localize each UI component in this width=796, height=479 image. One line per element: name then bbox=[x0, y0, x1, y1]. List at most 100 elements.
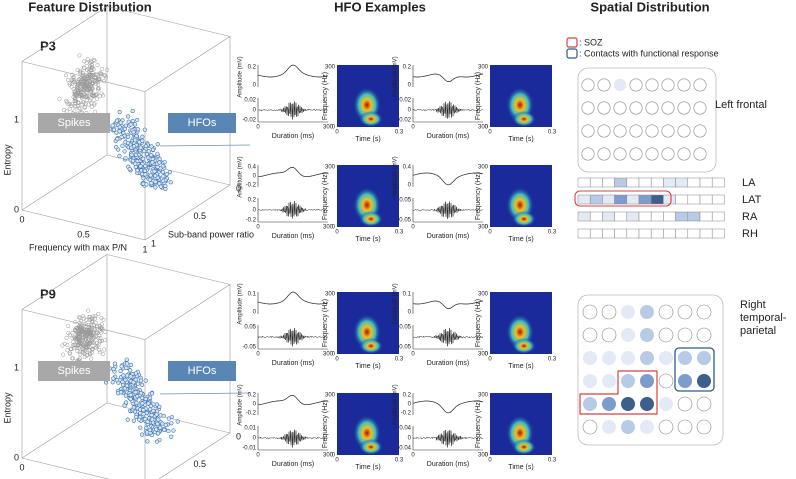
hfo-point bbox=[146, 401, 151, 406]
freq-tick-label: 0 bbox=[332, 453, 336, 459]
axis-box bbox=[21, 6, 108, 62]
legend-label: : Contacts with functional response bbox=[579, 48, 719, 58]
strip-contact bbox=[614, 177, 628, 188]
hfos-box bbox=[168, 113, 236, 133]
contact bbox=[597, 124, 611, 138]
spectro-blob bbox=[359, 111, 383, 127]
contact bbox=[582, 419, 598, 435]
hfo-point bbox=[161, 413, 166, 418]
duration-tick-label: 0 bbox=[256, 225, 260, 231]
contact bbox=[696, 304, 712, 320]
contact bbox=[629, 124, 643, 138]
spike-point bbox=[69, 346, 74, 352]
hfo-point bbox=[125, 140, 131, 146]
contact bbox=[601, 304, 617, 320]
strip-contact bbox=[638, 211, 652, 222]
spike-point bbox=[99, 326, 105, 331]
spike-point bbox=[89, 72, 94, 77]
spike-point bbox=[67, 80, 72, 85]
spectro-blob bbox=[359, 211, 383, 227]
connector bbox=[159, 144, 251, 147]
contact bbox=[581, 147, 595, 161]
spike-point bbox=[70, 356, 75, 361]
spectro-blob bbox=[512, 211, 536, 227]
hfo-point bbox=[128, 392, 133, 397]
contact bbox=[582, 327, 598, 343]
spike-point bbox=[105, 67, 110, 72]
hfo-point bbox=[166, 416, 171, 421]
amp-tick-label: 0 bbox=[253, 83, 257, 89]
filt-tick-label: 0.02 bbox=[399, 98, 411, 104]
duration-tick-label: 0 bbox=[256, 352, 260, 358]
spike-point bbox=[95, 82, 101, 87]
axis-box bbox=[21, 209, 146, 241]
raw-trace bbox=[412, 400, 484, 414]
spike-point bbox=[81, 87, 86, 92]
hfo-point bbox=[124, 357, 129, 362]
spike-point bbox=[98, 326, 103, 331]
patient-label: P3 bbox=[40, 38, 56, 53]
spike-point bbox=[83, 77, 88, 82]
hfo-point bbox=[138, 145, 143, 150]
spike-point bbox=[93, 109, 98, 114]
spike-point bbox=[81, 342, 86, 347]
hfo-point bbox=[153, 173, 158, 178]
hfo-point bbox=[144, 152, 150, 157]
spectro-blob bbox=[512, 111, 536, 127]
filt-tick-label: -0.02 bbox=[397, 118, 411, 124]
hfos-label: HFOs bbox=[188, 117, 217, 129]
filtered-trace bbox=[257, 328, 329, 347]
strip-contact bbox=[589, 211, 603, 222]
spike-point bbox=[95, 80, 100, 85]
hfo-point bbox=[157, 160, 162, 165]
spike-point bbox=[78, 328, 83, 333]
spike-point bbox=[85, 57, 90, 62]
hfo-point bbox=[125, 373, 130, 378]
hfo-point bbox=[156, 417, 161, 422]
raw-trace bbox=[257, 291, 329, 305]
spike-point bbox=[72, 80, 77, 85]
spike-point bbox=[84, 61, 89, 66]
duration-label: Duration (ms) bbox=[272, 360, 314, 367]
contact bbox=[696, 327, 712, 343]
strip-contact bbox=[675, 228, 689, 239]
hfo-point bbox=[147, 177, 152, 182]
hfo-point bbox=[168, 180, 173, 185]
hfo-point bbox=[164, 172, 169, 177]
contact bbox=[629, 78, 643, 92]
strip-contact bbox=[626, 177, 640, 188]
hfo-point bbox=[114, 145, 119, 150]
axis-box bbox=[144, 284, 231, 340]
hfo-point bbox=[120, 143, 125, 148]
hfo-point bbox=[155, 421, 160, 426]
strip-contact bbox=[602, 177, 615, 188]
amplitude-label: Amplitude (mV) bbox=[238, 156, 244, 197]
spike-point bbox=[91, 57, 97, 62]
hfo-point bbox=[131, 130, 136, 135]
filt-tick-label: 0 bbox=[408, 108, 412, 114]
spike-point bbox=[88, 67, 93, 72]
spike-point bbox=[82, 84, 87, 89]
hfo-point bbox=[141, 408, 146, 413]
amp-tick-label: 0 bbox=[408, 402, 412, 408]
amp-tick-label: 0.2 bbox=[403, 65, 412, 71]
amp-tick-label: 0.2 bbox=[403, 393, 412, 399]
time-label: Time (s) bbox=[508, 136, 533, 143]
spikes-label: Spikes bbox=[57, 365, 91, 377]
hfo-point bbox=[119, 134, 124, 140]
freq-tick-label: 0 bbox=[485, 352, 489, 358]
hfo-point bbox=[133, 377, 138, 382]
contact bbox=[640, 351, 654, 365]
contact bbox=[597, 147, 611, 161]
contact bbox=[677, 124, 691, 138]
spike-point bbox=[65, 343, 70, 348]
contact bbox=[696, 396, 712, 412]
hfo-point bbox=[122, 126, 128, 132]
spike-point bbox=[95, 87, 101, 92]
hfo-point bbox=[114, 118, 120, 123]
hfos-box bbox=[168, 361, 236, 381]
spike-point bbox=[101, 79, 106, 84]
hfo-point bbox=[160, 164, 166, 169]
z-axis-label: Sub-band power ratio bbox=[168, 477, 254, 479]
freq-tick-label: 0 bbox=[485, 125, 489, 131]
